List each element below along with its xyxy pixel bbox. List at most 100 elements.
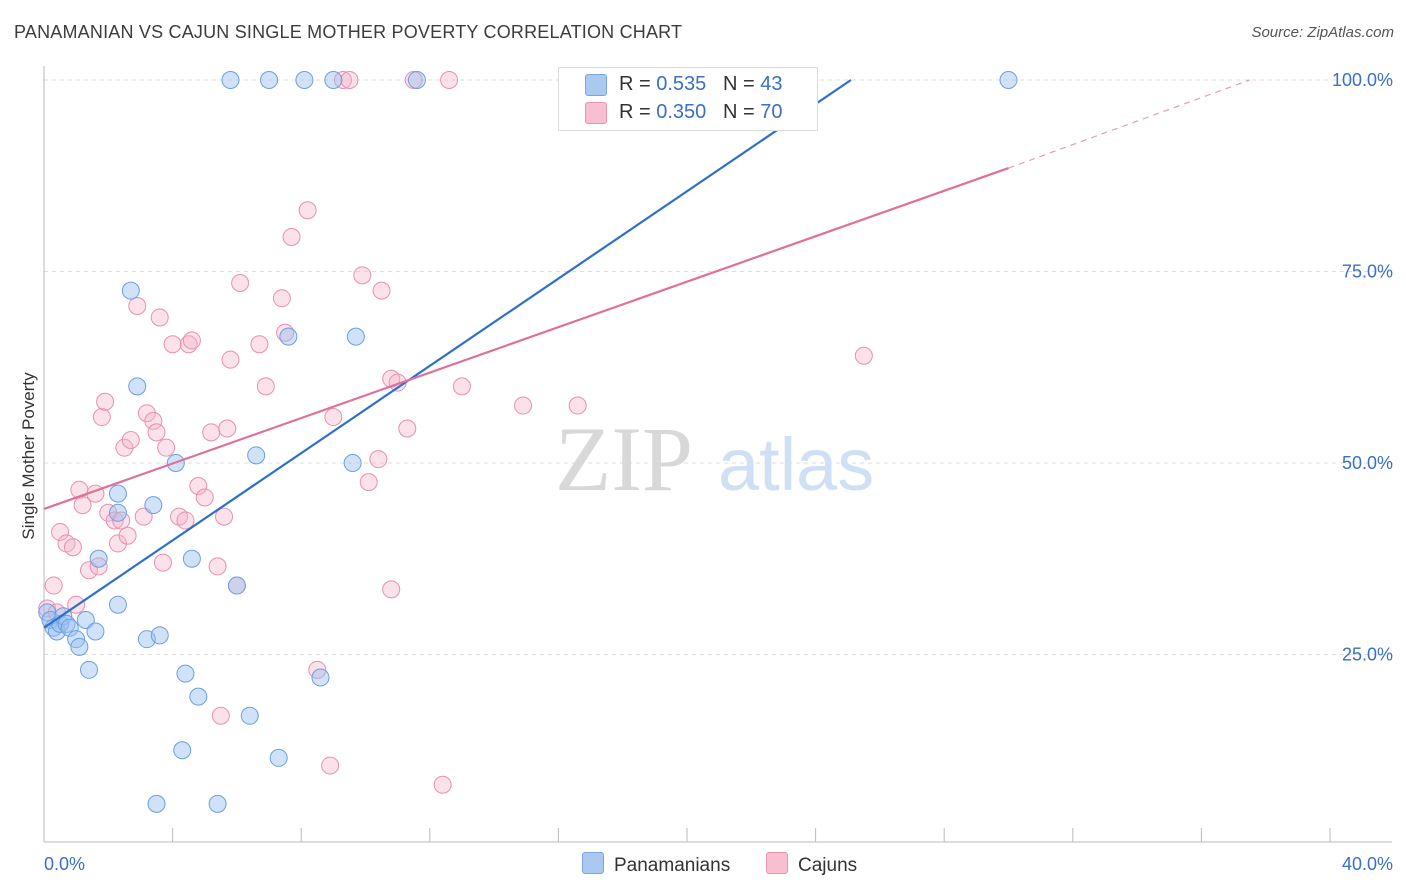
legend-r-value: 0.350 [656,101,707,123]
point-panamanians [324,71,343,89]
point-cajuns [353,266,372,285]
point-panamanians [407,71,426,89]
point-cajuns [231,273,250,292]
point-cajuns [92,408,111,427]
point-cajuns [440,71,459,89]
point-panamanians [343,454,362,472]
point-cajuns [195,488,214,507]
point-panamanians [86,622,105,641]
legend-swatch-panamanians [585,73,607,96]
point-cajuns [128,296,147,315]
bottom-legend-swatch-cajuns [766,852,788,874]
chart-title: PANAMANIAN VS CAJUN SINGLE MOTHER POVERT… [14,22,683,42]
legend: R = 0.535 N = 43 R = 0.350 N = 70 [558,67,818,131]
point-panamanians [147,794,166,813]
point-cajuns [215,507,234,526]
point-panamanians [247,446,266,465]
bottom-legend-panamanians: Panamanians [582,852,730,877]
point-cajuns [96,392,115,411]
tick-labels: 25.0% 50.0% 75.0% 100.0% 0.0% 40.0% [44,70,1393,874]
bottom-legend-swatch-panamanians [582,852,604,874]
point-panamanians [999,71,1018,89]
point-cajuns [340,71,359,89]
legend-r-label: R = [619,101,651,123]
point-cajuns [189,476,208,495]
point-cajuns [63,538,82,557]
point-panamanians [208,794,227,813]
point-cajuns [250,335,269,354]
bottom-legend-label: Panamanians [614,855,731,876]
point-panamanians [173,741,192,760]
point-cajuns [147,423,166,442]
point-cajuns [218,419,237,438]
x-tick-label: 40.0% [1342,854,1393,874]
point-panamanians [108,484,127,503]
point-panamanians [311,668,330,687]
point-cajuns [282,228,301,247]
point-cajuns [568,396,587,415]
point-cajuns [272,289,291,308]
point-cajuns [221,350,240,369]
point-cajuns [80,561,99,580]
legend-n-label: N = [722,73,755,95]
point-cajuns [372,281,391,300]
y-tick-label: 25.0% [1342,645,1393,665]
point-cajuns [211,706,230,725]
point-cajuns [153,553,172,572]
point-cajuns [321,756,340,775]
point-cajuns [256,377,275,396]
point-cajuns [333,71,352,89]
y-tick-label: 75.0% [1342,262,1393,282]
point-cajuns [369,450,388,469]
point-cajuns [163,335,182,354]
point-cajuns [73,496,92,515]
point-panamanians [76,611,95,630]
point-panamanians [144,496,163,515]
point-panamanians [182,549,201,568]
point-panamanians [221,71,240,89]
point-cajuns [150,308,169,327]
point-cajuns [176,511,195,530]
trend-lines [43,79,1250,629]
point-panamanians [189,687,208,706]
point-cajuns [118,526,137,545]
legend-n-value: 43 [760,73,783,95]
y-tick-label: 100.0% [1332,70,1393,90]
legend-n-value: 70 [760,101,783,123]
point-panamanians [295,71,314,89]
point-cajuns [398,419,417,438]
legend-row-cajuns: R = 0.350 N = 70 [585,101,782,127]
point-cajuns [298,201,317,220]
data-points [38,71,1018,813]
point-panamanians [108,595,127,614]
point-panamanians [70,637,89,656]
watermark-zip: ZIP [555,408,693,510]
point-cajuns [38,599,57,618]
point-cajuns [137,404,156,423]
point-panamanians [80,660,99,679]
legend-swatch-cajuns [585,101,607,124]
point-panamanians [227,576,246,595]
point-cajuns [115,438,134,457]
grid-lines [44,79,1392,655]
point-panamanians [128,377,147,396]
point-cajuns [157,438,176,457]
point-panamanians [176,664,195,683]
point-cajuns [202,423,221,442]
point-panamanians [240,706,259,725]
trend-line-cajuns-extension [1008,79,1250,169]
axes [43,66,1392,843]
point-cajuns [182,331,201,350]
bottom-legend-label: Cajuns [798,855,858,876]
point-cajuns [108,534,127,553]
trend-line-panamanians [43,79,852,629]
legend-row-panamanians: R = 0.535 N = 43 [585,73,782,99]
point-panamanians [150,626,169,645]
point-cajuns [324,408,343,427]
legend-r-label: R = [619,73,651,95]
y-tick-label: 50.0% [1342,453,1393,473]
point-cajuns [51,522,70,541]
point-cajuns [44,576,63,595]
point-panamanians [279,327,298,346]
